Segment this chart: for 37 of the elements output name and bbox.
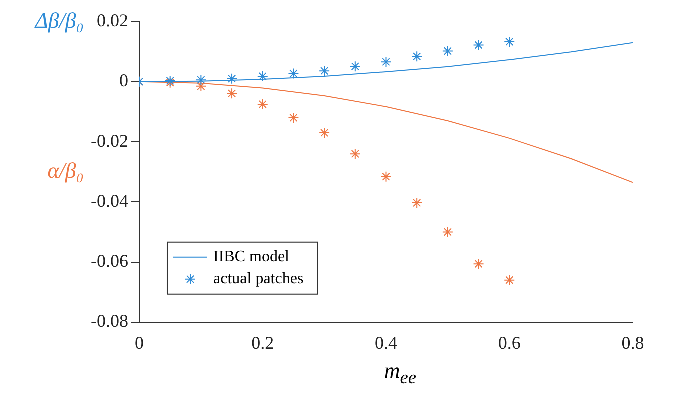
y-tick-label: -0.08 [90, 311, 128, 332]
point [380, 171, 392, 182]
text: α/β₀ [48, 158, 84, 184]
y-axis-title: Δβ/β₀ [35, 8, 84, 34]
x-tick-label: 0.4 [374, 332, 398, 353]
x-tick-label: 0.8 [622, 332, 644, 353]
point [473, 258, 484, 270]
point [288, 112, 300, 124]
point [319, 66, 330, 77]
y-tick-label: 0 [119, 70, 128, 91]
y-tick-label: -0.04 [90, 190, 128, 211]
point [350, 61, 361, 72]
point [473, 40, 484, 51]
point [257, 71, 268, 82]
point [442, 46, 454, 57]
point [504, 36, 516, 48]
point [412, 198, 423, 209]
point [226, 88, 238, 100]
point [350, 148, 361, 160]
point [288, 68, 300, 80]
y-tick-label: -0.02 [90, 130, 128, 151]
legend-label: IIBC model [213, 248, 290, 266]
x-axis-title: m$_{ee}$ [383, 358, 418, 388]
point [380, 56, 392, 68]
point [442, 226, 454, 238]
y-tick-label: 0.02 [96, 10, 128, 31]
point [319, 128, 330, 139]
x-tick-label: 0.6 [498, 332, 521, 353]
point [196, 74, 207, 86]
point [412, 51, 423, 62]
point [257, 98, 268, 110]
legend-label: actual patches [213, 270, 304, 288]
point [226, 73, 238, 84]
x-tick-label: 0 [134, 332, 144, 353]
y-tick-label: -0.06 [90, 251, 128, 272]
point [504, 274, 516, 286]
x-tick-label: 0.2 [252, 332, 274, 353]
